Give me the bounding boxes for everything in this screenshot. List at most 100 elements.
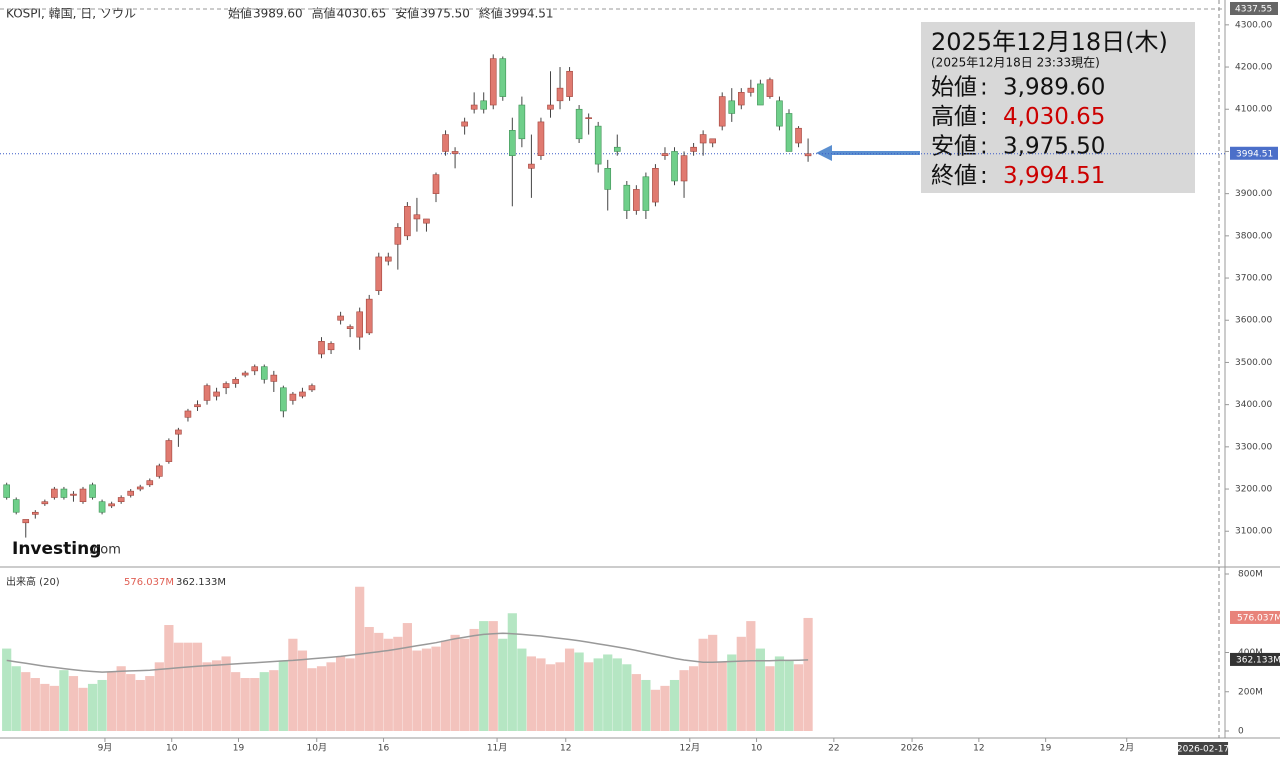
volume-bar — [21, 672, 31, 731]
candle-body — [528, 163, 535, 169]
info-label: 安値 — [931, 134, 977, 160]
volume-bar — [669, 679, 680, 731]
volume-bar — [536, 658, 546, 731]
candle-body — [251, 366, 259, 372]
candle-body — [365, 298, 373, 334]
volume-bar — [555, 662, 565, 731]
candle-body — [127, 490, 135, 496]
candle-body — [776, 100, 783, 127]
candle-body — [718, 96, 726, 127]
volume-bar — [402, 623, 412, 731]
candle-body — [327, 343, 335, 351]
volume-bar — [526, 656, 537, 731]
header-label: 安値 — [395, 6, 419, 21]
volume-bar — [765, 666, 775, 731]
x-tick-label: 2月 — [1119, 743, 1134, 754]
candle-body — [41, 501, 49, 505]
candle-body — [222, 383, 230, 389]
candle-body — [89, 484, 96, 498]
info-value: 3,975.50 — [1003, 134, 1105, 160]
volume-bar — [11, 666, 21, 731]
volume-bar — [250, 678, 260, 731]
volume-bar — [708, 634, 718, 731]
candle-body — [509, 130, 516, 156]
volume-bar — [183, 642, 193, 731]
cursor-label: 2026-02-17 — [1177, 745, 1229, 755]
volume-bar — [774, 656, 785, 731]
volume-bar — [603, 654, 613, 731]
candle-body — [613, 146, 621, 152]
candle-body — [499, 58, 507, 97]
x-tick-label: 22 — [828, 744, 839, 754]
y-tick-label: 3100.00 — [1235, 527, 1272, 537]
candle-body — [566, 70, 573, 97]
candle-body — [270, 374, 278, 382]
volume-bar — [469, 628, 479, 731]
candle-body — [480, 100, 488, 110]
ma-line — [6, 632, 809, 673]
candle-body — [289, 393, 297, 401]
candle-body — [31, 511, 39, 515]
last-price-box — [1230, 146, 1278, 160]
volume-bar — [440, 640, 451, 731]
header-value: 4030.65 — [337, 7, 387, 21]
y-tick-label: 4300.00 — [1235, 20, 1272, 30]
candle-body — [709, 138, 716, 144]
volume-bar — [335, 656, 346, 731]
candle-body — [652, 168, 659, 203]
candle-body — [165, 440, 173, 462]
candle-body — [375, 256, 383, 292]
candle-body — [299, 391, 306, 397]
top-label-box — [1230, 2, 1278, 15]
volume-bar — [135, 679, 145, 731]
volume-bar — [202, 662, 212, 731]
volume-bar — [154, 662, 164, 731]
info-value: 3,989.60 — [1003, 75, 1105, 101]
info-sep: : — [980, 75, 988, 101]
volume-bar — [240, 678, 250, 731]
info-sep: : — [980, 163, 988, 189]
candle-body — [442, 134, 449, 152]
y-tick-label: 3500.00 — [1235, 358, 1272, 368]
logo: Investing — [12, 539, 101, 559]
info-value: 4,030.65 — [1003, 104, 1105, 130]
candle-body — [356, 311, 363, 338]
candle-body — [346, 326, 354, 329]
candle-body — [747, 87, 755, 93]
candle-body — [203, 385, 211, 401]
volume-bar — [421, 648, 432, 731]
info-label: 高値 — [931, 104, 977, 130]
volume-bar — [269, 670, 279, 731]
candle-body — [108, 503, 115, 507]
volume-bar — [507, 613, 517, 731]
last-price-label: 3994.51 — [1236, 149, 1273, 159]
candle-body — [556, 87, 564, 102]
ma-label: 362.133M — [1236, 655, 1280, 665]
y-tick-label: 3700.00 — [1235, 274, 1272, 284]
symbol: KOSPI, 韓国, 日, ソウル — [6, 7, 136, 21]
volume-bar — [345, 658, 355, 731]
candle-body — [12, 499, 20, 513]
x-tick-label: 12月 — [680, 743, 700, 754]
volume-bar — [326, 662, 336, 731]
volume-bar — [364, 626, 374, 731]
volume-bar — [717, 662, 727, 731]
volume-label-box — [1230, 610, 1280, 624]
y-tick-label: 800M — [1238, 570, 1263, 580]
volume-bar — [116, 666, 126, 731]
y-tick-label: 200M — [1238, 687, 1263, 697]
candle-body — [804, 153, 812, 157]
volume-bar — [545, 664, 556, 731]
header-label: 終値 — [479, 6, 503, 21]
candle-body — [785, 113, 793, 152]
volume-bar — [622, 664, 632, 731]
volume-bar — [383, 638, 393, 731]
volume-header-value: 576.037M — [124, 577, 174, 588]
volume-bar — [727, 654, 737, 731]
arrow — [816, 145, 920, 161]
volume-bar — [631, 674, 641, 731]
candle-body — [585, 117, 592, 119]
ma-label-box — [1230, 652, 1280, 666]
